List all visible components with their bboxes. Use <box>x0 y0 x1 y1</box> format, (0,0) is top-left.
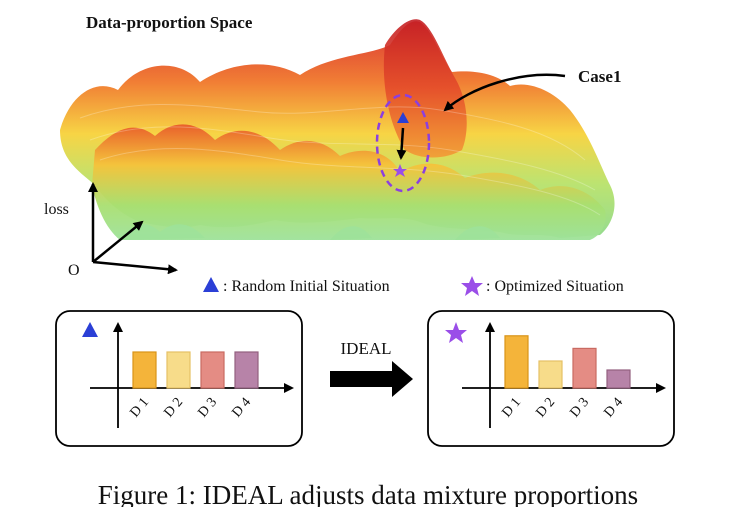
bar-optimized-2 <box>538 360 563 389</box>
optimized-star-marker <box>393 164 407 177</box>
ideal-label: IDEAL <box>341 339 392 358</box>
legend-triangle-icon <box>203 277 219 292</box>
legend-optimized-label: : Optimized Situation <box>486 278 624 295</box>
case1-pointer-arrow <box>443 73 566 112</box>
bar-optimized-1 <box>504 335 529 389</box>
case1-highlight-ellipse <box>375 93 431 193</box>
figure-caption: Figure 1: IDEAL adjusts data mixture pro… <box>98 480 638 507</box>
bar-initial-2 <box>166 351 191 389</box>
legend-star-icon <box>461 276 483 296</box>
loss-axis-label: loss <box>44 201 69 218</box>
loss-landscape-surface <box>60 19 615 240</box>
panel-triangle-icon <box>82 322 98 337</box>
legend-initial-label: : Random Initial Situation <box>223 278 390 295</box>
figure-title: Data-proportion Space <box>86 13 253 32</box>
panel-star-icon <box>445 322 467 343</box>
bar-optimized-4 <box>606 369 631 389</box>
origin-label: O <box>68 262 80 279</box>
bar-initial-1 <box>132 351 157 389</box>
initial-triangle-marker <box>397 112 409 123</box>
move-down-arrow <box>396 127 407 160</box>
bar-initial-4 <box>234 351 259 389</box>
case1-label: Case1 <box>578 67 621 86</box>
bar-optimized-3 <box>572 347 597 389</box>
bar-initial-3 <box>200 351 225 389</box>
ideal-transform-arrow <box>330 361 413 397</box>
axes-3d <box>88 182 178 275</box>
